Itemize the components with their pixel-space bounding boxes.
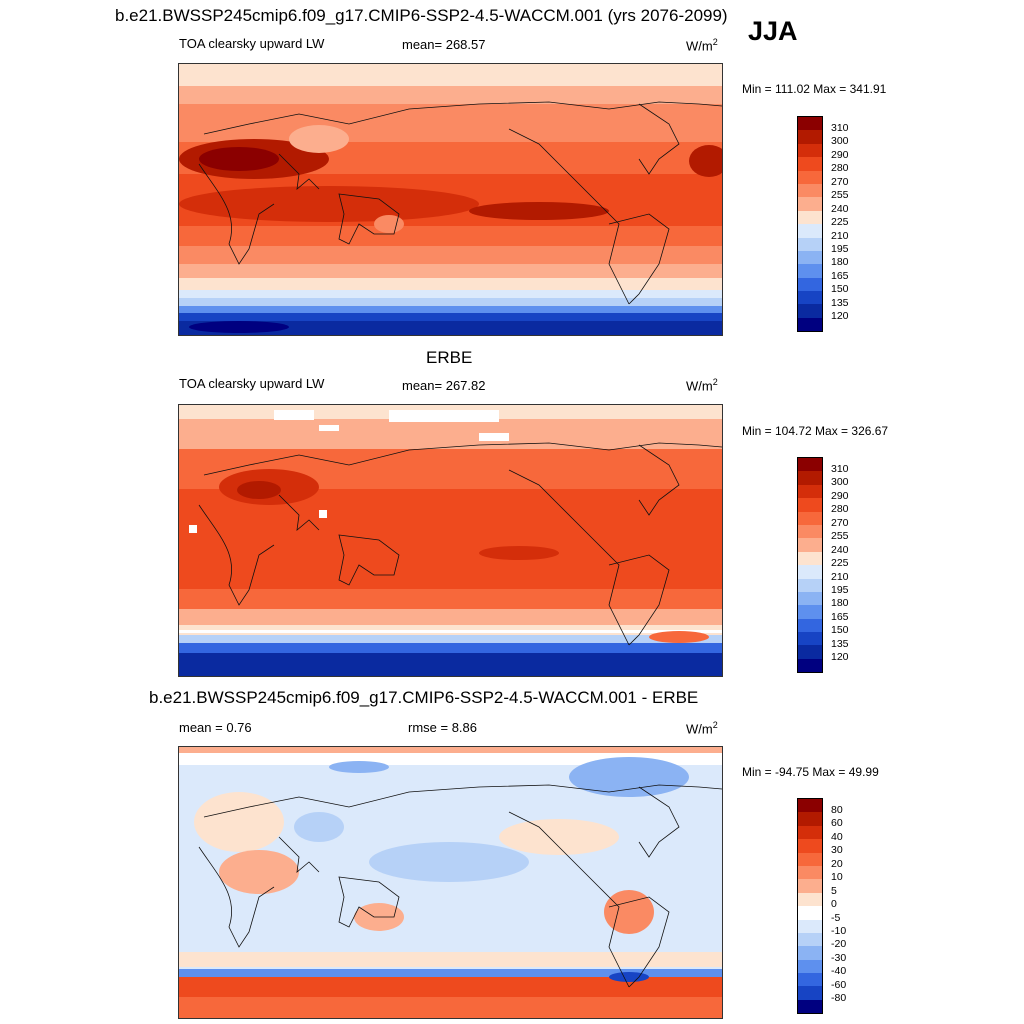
panel3-colorbar-labels: 80 60 40 30 20 10 5 0 -5 -10 -20 -30 -40… <box>797 798 877 1014</box>
panel2-title: ERBE <box>426 348 473 367</box>
colorbar-tick-label: 240 <box>831 203 849 215</box>
colorbar-tick-label: 135 <box>831 297 849 309</box>
panel2-mean-label: mean= 267.82 <box>402 378 486 393</box>
panel3-title: b.e21.BWSSP245cmip6.f09_g17.CMIP6-SSP2-4… <box>149 688 699 707</box>
panel3-field <box>179 747 722 1018</box>
colorbar-tick-label: 290 <box>831 149 849 161</box>
colorbar-tick-label: -20 <box>831 938 847 950</box>
colorbar-tick-label: 20 <box>831 858 843 870</box>
colorbar-tick-label: 280 <box>831 503 849 515</box>
colorbar-tick-label: 165 <box>831 611 849 623</box>
panel2-map <box>178 404 723 677</box>
panel3-rmse-label: rmse = 8.86 <box>408 720 478 735</box>
colorbar-tick-label: 195 <box>831 243 849 255</box>
colorbar-tick-label: 225 <box>831 557 849 569</box>
colorbar-tick-label: 180 <box>831 597 849 609</box>
panel1-colorbar <box>797 116 823 333</box>
colorbar-tick-label: 225 <box>831 216 849 228</box>
panel3-map <box>178 746 723 1019</box>
colorbar-tick-label: 240 <box>831 544 849 556</box>
colorbar-tick-label: 180 <box>831 256 849 268</box>
panel1-map <box>178 63 723 336</box>
colorbar-tick-label: 150 <box>831 624 849 636</box>
colorbar-tick-label: 80 <box>831 804 843 816</box>
panel1-variable-label: TOA clearsky upward LW <box>179 36 325 51</box>
panel3-mean-label: mean = 0.76 <box>179 720 252 735</box>
colorbar-tick-label: -10 <box>831 925 847 937</box>
colorbar-tick-label: 135 <box>831 638 849 650</box>
colorbar-tick-label: -5 <box>831 912 841 924</box>
panel1-units: W/m2 <box>686 37 718 54</box>
panel1-colorbar-labels: 310 300 290 280 270 255 240 225 210 195 … <box>797 116 877 332</box>
colorbar-tick-label: 150 <box>831 283 849 295</box>
panel2-minmax: Min = 104.72 Max = 326.67 <box>742 424 889 438</box>
colorbar-tick-label: 270 <box>831 176 849 188</box>
panel3-minmax: Min = -94.75 Max = 49.99 <box>742 765 879 779</box>
panel1-mean-label: mean= 268.57 <box>402 37 486 52</box>
colorbar-tick-label: 5 <box>831 885 837 897</box>
panel3-coastlines <box>198 784 722 988</box>
colorbar-tick-label: 210 <box>831 571 849 583</box>
colorbar-tick-label: -40 <box>831 965 847 977</box>
panel2-field <box>179 405 722 676</box>
panel2-coastlines <box>198 442 722 646</box>
panel2-colorbar <box>797 457 823 674</box>
panel2-colorbar-labels: 310 300 290 280 270 255 240 225 210 195 … <box>797 457 877 673</box>
colorbar-tick-label: 310 <box>831 463 849 475</box>
panel3-colorbar <box>797 798 823 1015</box>
colorbar-tick-label: 280 <box>831 162 849 174</box>
colorbar-tick-label: 310 <box>831 122 849 134</box>
colorbar-tick-label: -30 <box>831 952 847 964</box>
colorbar-tick-label: 165 <box>831 270 849 282</box>
panel1-field <box>179 64 722 335</box>
panel2-variable-label: TOA clearsky upward LW <box>179 376 325 391</box>
colorbar-tick-label: -80 <box>831 992 847 1004</box>
colorbar-tick-label: 300 <box>831 476 849 488</box>
panel1-minmax: Min = 111.02 Max = 341.91 <box>742 82 887 96</box>
colorbar-tick-label: 270 <box>831 517 849 529</box>
colorbar-tick-label: 195 <box>831 584 849 596</box>
colorbar-tick-label: 120 <box>831 310 849 322</box>
colorbar-tick-label: -60 <box>831 979 847 991</box>
colorbar-tick-label: 10 <box>831 871 843 883</box>
colorbar-tick-label: 0 <box>831 898 837 910</box>
colorbar-tick-label: 290 <box>831 490 849 502</box>
colorbar-tick-label: 255 <box>831 189 849 201</box>
panel2-units: W/m2 <box>686 377 718 394</box>
season-label: JJA <box>748 16 798 46</box>
colorbar-tick-label: 60 <box>831 817 843 829</box>
colorbar-tick-label: 210 <box>831 230 849 242</box>
colorbar-tick-label: 30 <box>831 844 843 856</box>
colorbar-tick-label: 40 <box>831 831 843 843</box>
panel1-coastlines <box>198 101 722 305</box>
panel3-units: W/m2 <box>686 720 718 737</box>
main-title: b.e21.BWSSP245cmip6.f09_g17.CMIP6-SSP2-4… <box>115 6 728 25</box>
colorbar-tick-label: 255 <box>831 530 849 542</box>
colorbar-tick-label: 120 <box>831 651 849 663</box>
colorbar-tick-label: 300 <box>831 135 849 147</box>
